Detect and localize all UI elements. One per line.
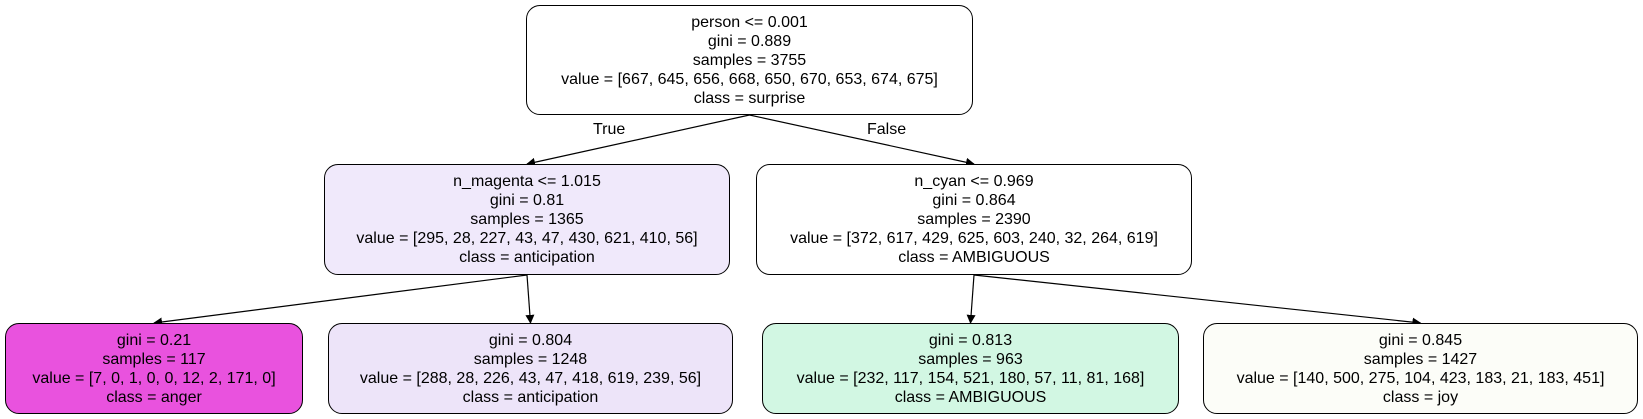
node-value: value = [140, 500, 275, 104, 423, 183, 2… xyxy=(1236,369,1605,387)
edge-label-true: True xyxy=(593,121,626,138)
leaf-node-joy: gini = 0.845 samples = 1427 value = [140… xyxy=(1203,323,1638,414)
edge-n1-n4 xyxy=(525,274,535,324)
edge-n2-n5 xyxy=(966,274,976,324)
node-class: class = anger xyxy=(106,388,202,406)
node-gini: gini = 0.864 xyxy=(932,192,1016,209)
node-value: value = [295, 28, 227, 43, 47, 430, 621,… xyxy=(356,230,698,247)
node-class: class = joy xyxy=(1382,388,1459,406)
node-samples: samples = 1248 xyxy=(473,350,588,368)
edge-label-false: False xyxy=(867,121,907,138)
node-gini: gini = 0.81 xyxy=(489,192,565,209)
leaf-node-ambiguous: gini = 0.813 samples = 963 value = [232,… xyxy=(762,323,1179,414)
node-value: value = [372, 617, 429, 625, 603, 240, 3… xyxy=(790,230,1158,247)
node-gini: gini = 0.889 xyxy=(707,32,792,50)
node-value: value = [667, 645, 656, 668, 650, 670, 6… xyxy=(561,70,938,88)
node-gini: gini = 0.21 xyxy=(116,331,192,349)
node-samples: samples = 117 xyxy=(102,350,206,368)
node-samples: samples = 1427 xyxy=(1363,350,1478,368)
node-split-condition: n_magenta <= 1.015 xyxy=(453,173,601,190)
node-gini: gini = 0.845 xyxy=(1378,331,1463,349)
leaf-node-anticipation: gini = 0.804 samples = 1248 value = [288… xyxy=(328,323,733,414)
split-node-n-cyan: n_cyan <= 0.969 gini = 0.864 samples = 2… xyxy=(756,164,1192,275)
node-gini: gini = 0.804 xyxy=(488,331,573,349)
edge-n2-n6 xyxy=(973,274,1422,327)
split-node-n-magenta: n_magenta <= 1.015 gini = 0.81 samples =… xyxy=(324,164,730,275)
edge-n0-n2 xyxy=(749,114,975,167)
edge-n0-n1 xyxy=(526,114,750,167)
node-value: value = [232, 117, 154, 521, 180, 57, 11… xyxy=(796,369,1145,387)
node-samples: samples = 963 xyxy=(918,350,1023,368)
node-samples: samples = 2390 xyxy=(917,211,1031,228)
node-samples: samples = 1365 xyxy=(470,211,584,228)
node-samples: samples = 3755 xyxy=(692,51,807,69)
root-node: person <= 0.001 gini = 0.889 samples = 3… xyxy=(526,5,973,115)
edge-n1-n3 xyxy=(153,274,528,327)
node-split-condition: n_cyan <= 0.969 xyxy=(914,173,1034,190)
node-class: class = AMBIGUOUS xyxy=(894,388,1047,406)
node-gini: gini = 0.813 xyxy=(928,331,1013,349)
leaf-node-anger: gini = 0.21 samples = 117 value = [7, 0,… xyxy=(5,323,303,414)
node-class: class = anticipation xyxy=(462,388,599,406)
node-class: class = surprise xyxy=(693,89,806,107)
node-class: class = anticipation xyxy=(459,249,595,266)
node-class: class = AMBIGUOUS xyxy=(898,249,1050,266)
node-split-condition: person <= 0.001 xyxy=(691,13,808,31)
node-value: value = [288, 28, 226, 43, 47, 418, 619,… xyxy=(359,369,702,387)
node-value: value = [7, 0, 1, 0, 0, 12, 2, 171, 0] xyxy=(32,369,276,387)
